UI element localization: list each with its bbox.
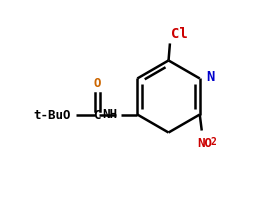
Text: C: C [94, 108, 101, 121]
Text: NH: NH [102, 107, 117, 120]
Text: Cl: Cl [171, 27, 188, 41]
Text: t-BuO: t-BuO [34, 108, 71, 121]
Text: O: O [94, 77, 101, 90]
Text: N: N [206, 70, 214, 84]
Text: NO: NO [198, 136, 213, 149]
Text: 2: 2 [211, 136, 217, 146]
